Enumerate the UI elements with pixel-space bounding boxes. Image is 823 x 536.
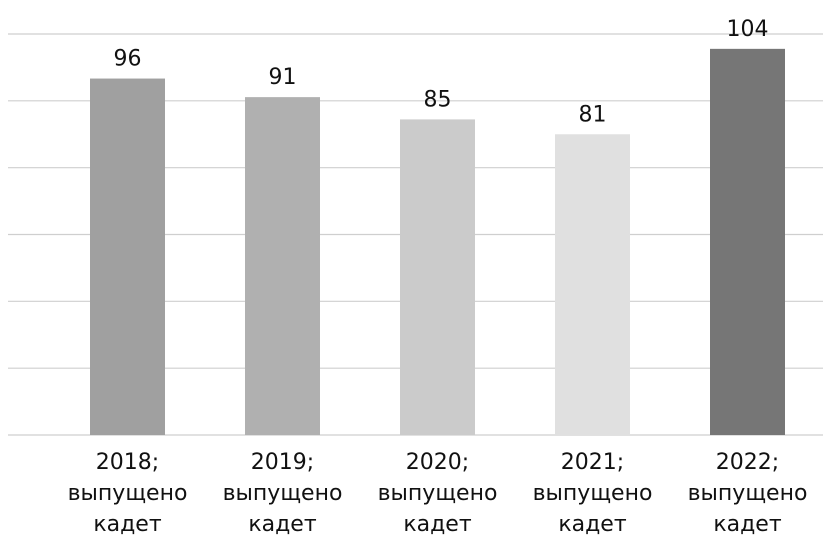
bar: [90, 78, 165, 436]
x-tick-line: выпущено: [688, 481, 808, 506]
x-tick-line: кадет: [558, 512, 627, 536]
bar: [245, 97, 320, 436]
value-label: 96: [114, 47, 142, 72]
x-tick-label: 2019; выпущено кадет: [223, 450, 343, 536]
x-tick-line: 2019;: [251, 450, 314, 475]
x-tick-line: кадет: [713, 512, 782, 536]
value-label: 81: [579, 102, 607, 127]
x-tick-label: 2021; выпущено кадет: [533, 450, 653, 536]
x-tick-line: кадет: [93, 512, 162, 536]
x-tick-line: 2021;: [561, 450, 624, 475]
bar: [400, 119, 475, 436]
x-tick-line: выпущено: [223, 481, 343, 506]
x-tick-label: 2020; выпущено кадет: [378, 450, 498, 536]
x-tick-line: кадет: [403, 512, 472, 536]
x-tick-line: 2022;: [716, 450, 779, 475]
x-tick-line: 2020;: [406, 450, 469, 475]
bar: [555, 134, 630, 435]
x-tick-line: выпущено: [378, 481, 498, 506]
bar: [710, 48, 785, 435]
x-tick-line: 2018;: [96, 450, 159, 475]
x-tick-line: кадет: [248, 512, 317, 536]
x-tick-label: 2022; выпущено кадет: [688, 450, 808, 536]
value-label: 104: [727, 17, 769, 42]
value-label: 85: [424, 87, 452, 112]
x-tick-line: выпущено: [533, 481, 653, 506]
value-label: 91: [269, 65, 297, 90]
x-tick-line: выпущено: [68, 481, 188, 506]
x-tick-label: 2018; выпущено кадет: [68, 450, 188, 536]
